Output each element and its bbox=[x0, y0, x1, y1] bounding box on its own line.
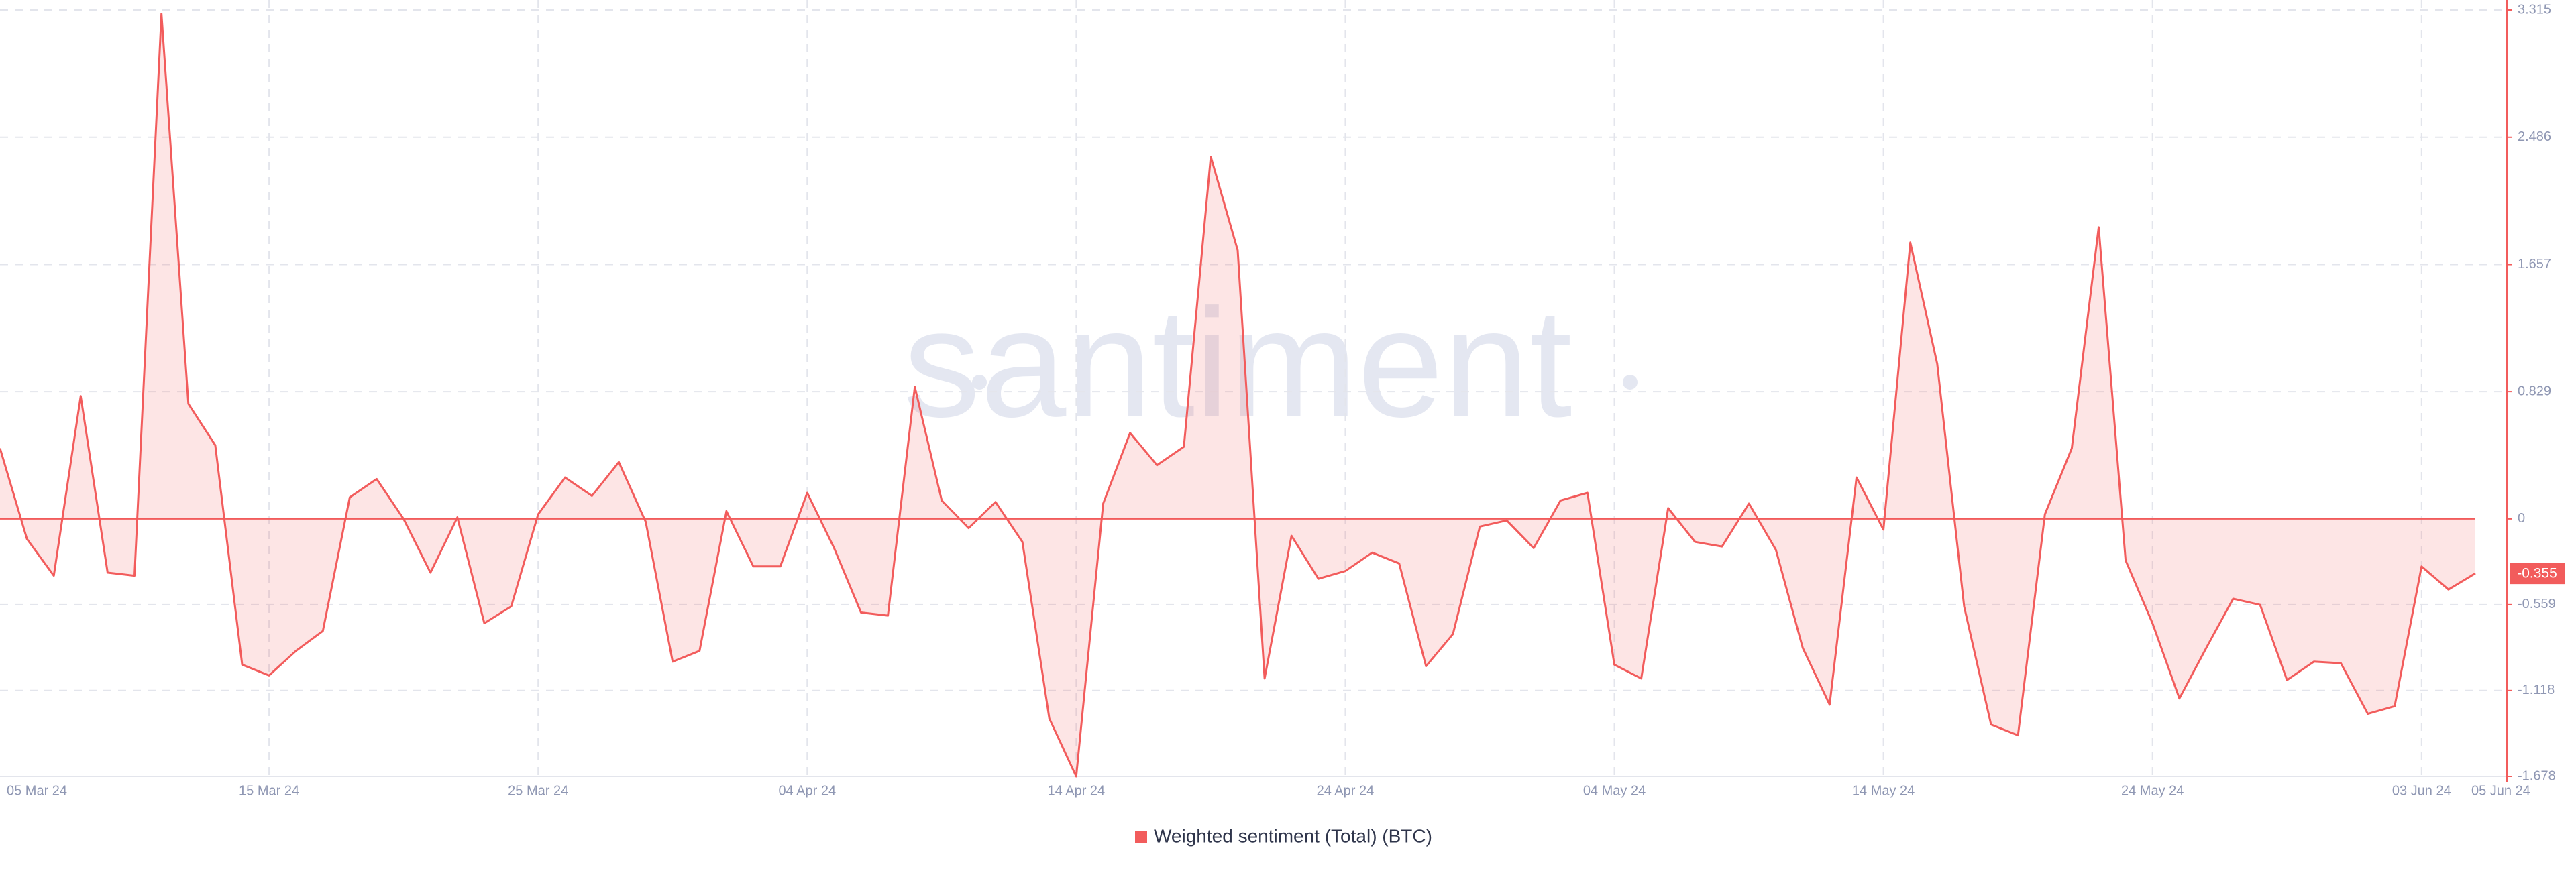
x-tick-label: 03 Jun 24 bbox=[2392, 783, 2451, 798]
x-tick-label: 14 May 24 bbox=[1852, 783, 1915, 798]
legend-label: Weighted sentiment (Total) (BTC) bbox=[1154, 825, 1432, 846]
watermark: santiment bbox=[903, 277, 1572, 449]
x-tick-label: 04 May 24 bbox=[1583, 783, 1646, 798]
y-tick-label: 0.829 bbox=[2518, 384, 2551, 398]
y-tick-label: 0 bbox=[2518, 511, 2525, 526]
y-tick-label: -1.678 bbox=[2518, 768, 2556, 783]
x-tick-label: 24 May 24 bbox=[2121, 783, 2184, 798]
x-tick-label: 25 Mar 24 bbox=[508, 783, 568, 798]
y-tick-label: -0.559 bbox=[2518, 597, 2556, 611]
watermark-dot bbox=[1623, 375, 1638, 390]
value-badge bbox=[2510, 563, 2565, 585]
watermark-dot bbox=[972, 375, 987, 390]
y-tick-label: -1.118 bbox=[2518, 683, 2555, 697]
y-tick-label: 2.486 bbox=[2518, 129, 2551, 144]
legend-swatch bbox=[1135, 831, 1147, 843]
x-tick-label: 24 Apr 24 bbox=[1317, 783, 1375, 798]
line bbox=[0, 13, 2476, 778]
x-tick-label: 05 Mar 24 bbox=[7, 783, 67, 798]
area bbox=[0, 13, 2475, 777]
y-tick-label: 3.315 bbox=[2518, 2, 2551, 17]
x-tick-label: 04 Apr 24 bbox=[778, 783, 836, 798]
x-tick-label: 14 Apr 24 bbox=[1048, 783, 1106, 798]
value-badge-label: -0.355 bbox=[2517, 566, 2557, 581]
x-tick-label: 05 Jun 24 bbox=[2471, 783, 2530, 798]
y-tick-label: 1.657 bbox=[2518, 257, 2551, 272]
x-tick-label: 15 Mar 24 bbox=[239, 783, 299, 798]
